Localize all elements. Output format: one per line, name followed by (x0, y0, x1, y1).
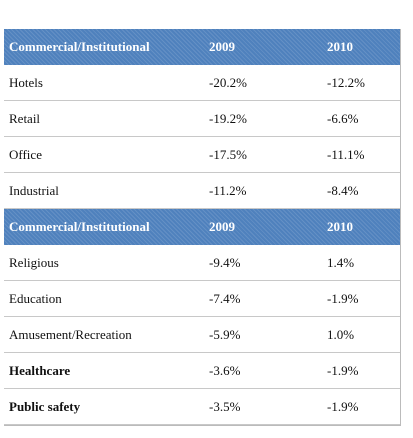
table-cell: -9.4% (209, 254, 241, 270)
table-row: Education -7.4% -1.9% (4, 281, 400, 317)
table-cell: -11.1% (327, 146, 365, 162)
header-cell: Commercial/Institutional (9, 219, 150, 234)
table-cell: Amusement/Recreation (9, 326, 132, 342)
table-cell: Religious (9, 254, 59, 270)
table-cell: -12.2% (327, 74, 365, 90)
table-cell: Retail (9, 110, 41, 126)
table-cell: Education (9, 290, 62, 306)
header-cell: 2009 (209, 219, 235, 234)
table-row: Industrial -11.2% -8.4% (4, 173, 400, 209)
table-row: Religious -9.4% 1.4% (4, 245, 400, 281)
table-cell: -5.9% (209, 326, 241, 342)
table-cell: -1.9% (327, 398, 359, 414)
header-row: Commercial/Institutional 2009 2010 (4, 29, 400, 65)
table-row: Retail -19.2% -6.6% (4, 101, 400, 137)
table-cell: 1.4% (327, 254, 355, 270)
header-cell: Commercial/Institutional (9, 39, 150, 54)
table-cell: -8.4% (327, 182, 359, 198)
table-cell: -1.9% (327, 290, 359, 306)
table-cell: -3.6% (209, 362, 241, 378)
table-row: Healthcare -3.6% -1.9% (4, 353, 400, 389)
table-cell: -3.5% (209, 398, 241, 414)
table-cell: Office (9, 146, 42, 162)
header-cell: 2010 (327, 39, 353, 54)
table-cell: -20.2% (209, 74, 247, 90)
table-row: Amusement/Recreation -5.9% 1.0% (4, 317, 400, 353)
table-cell: 1.0% (327, 326, 355, 342)
table-cell: -6.6% (327, 110, 359, 126)
table-row: Public safety -3.5% -1.9% (4, 389, 400, 425)
table-cell: -1.9% (327, 362, 359, 378)
table: Commercial/Institutional 2009 2010 Hotels -2… (4, 29, 401, 426)
header-cell: 2010 (327, 219, 353, 234)
table-cell: -19.2% (209, 110, 247, 126)
table-cell: Healthcare (9, 362, 71, 378)
table-cell: -11.2% (209, 182, 247, 198)
table-row: Hotels -20.2% -12.2% (4, 65, 400, 101)
table-row: Office -17.5% -11.1% (4, 137, 400, 173)
header-row: Commercial/Institutional 2009 2010 (4, 209, 400, 245)
table-cell: -17.5% (209, 146, 247, 162)
table-cell: Public safety (9, 398, 81, 414)
table-cell: Hotels (9, 74, 43, 90)
table-cell: Industrial (9, 182, 59, 198)
table-cell: -7.4% (209, 290, 241, 306)
header-cell: 2009 (209, 39, 235, 54)
